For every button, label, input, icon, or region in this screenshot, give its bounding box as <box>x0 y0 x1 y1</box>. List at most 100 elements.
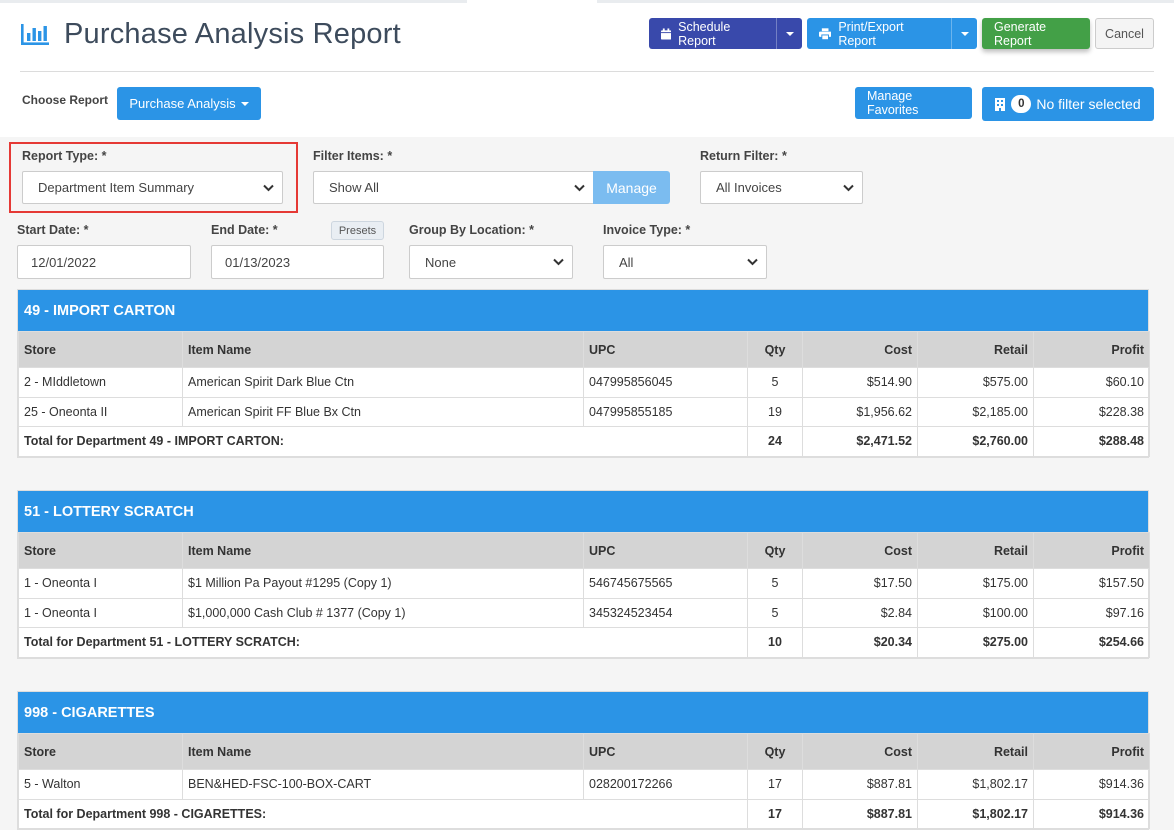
cell-cost: $514.90 <box>802 367 918 398</box>
schedule-report-split-button: Schedule Report <box>649 18 802 49</box>
report-type-select[interactable]: Department Item Summary <box>22 171 283 204</box>
end-date-label: End Date: * <box>211 223 278 237</box>
invoice-type-select[interactable]: All <box>603 245 767 279</box>
col-cost: Cost <box>802 733 918 770</box>
table-header-row: Store Item Name UPC Qty Cost Retail Prof… <box>18 532 1150 569</box>
cell-cost: $2.84 <box>802 597 918 628</box>
total-profit: $914.36 <box>1033 798 1150 829</box>
print-export-button[interactable]: Print/Export Report <box>807 18 951 49</box>
cell-cost: $1,956.62 <box>802 396 918 427</box>
chevron-down-icon <box>574 184 585 191</box>
chevron-down-icon <box>263 184 274 191</box>
total-label: Total for Department 51 - LOTTERY SCRATC… <box>18 627 748 658</box>
invoice-type-value: All <box>619 254 634 270</box>
caret-down-icon <box>960 31 969 36</box>
col-profit: Profit <box>1033 331 1150 368</box>
choose-report-dropdown[interactable]: Purchase Analysis <box>117 87 261 120</box>
bar-chart-icon <box>21 24 49 45</box>
col-upc: UPC <box>583 532 748 569</box>
cell-retail: $100.00 <box>917 597 1034 628</box>
cell-item-name: $1 Million Pa Payout #1295 (Copy 1) <box>182 568 584 599</box>
group-by-location-select[interactable]: None <box>409 245 573 279</box>
date-presets-button[interactable]: Presets <box>331 221 384 240</box>
table-total-row: Total for Department 998 - CIGARETTES: 1… <box>18 798 1150 829</box>
return-filter-label: Return Filter: * <box>700 149 787 163</box>
start-date-input[interactable]: 12/01/2022 <box>17 245 191 279</box>
total-retail: $1,802.17 <box>917 798 1034 829</box>
cell-qty: 5 <box>747 597 803 628</box>
total-label: Total for Department 49 - IMPORT CARTON: <box>18 426 748 457</box>
cell-item-name: $1,000,000 Cash Club # 1377 (Copy 1) <box>182 597 584 628</box>
total-cost: $887.81 <box>802 798 918 829</box>
end-date-input[interactable]: 01/13/2023 <box>211 245 384 279</box>
table-row: 5 - Walton BEN&HED-FSC-100-BOX-CART 0282… <box>18 769 1150 800</box>
cell-store: 1 - Oneonta I <box>18 597 183 628</box>
choose-report-label: Choose Report <box>22 93 109 107</box>
col-store: Store <box>18 532 183 569</box>
cell-profit: $228.38 <box>1033 396 1150 427</box>
page-header: Purchase Analysis Report <box>20 14 401 54</box>
department-title: 998 - CIGARETTES <box>18 692 1148 733</box>
print-export-split-button: Print/Export Report <box>807 18 977 49</box>
cell-profit: $157.50 <box>1033 568 1150 599</box>
manage-filter-items-button[interactable]: Manage <box>593 171 670 204</box>
col-qty: Qty <box>747 331 803 368</box>
cell-profit: $914.36 <box>1033 769 1150 800</box>
filter-status-button[interactable]: 0 No filter selected <box>982 87 1154 121</box>
table-row: 1 - Oneonta I $1,000,000 Cash Club # 137… <box>18 597 1150 628</box>
col-upc: UPC <box>583 331 748 368</box>
col-retail: Retail <box>917 532 1034 569</box>
total-qty: 24 <box>747 426 803 457</box>
cell-item-name: American Spirit Dark Blue Ctn <box>182 367 584 398</box>
cell-upc: 047995855185 <box>583 396 748 427</box>
generate-report-button[interactable]: Generate Report <box>982 18 1090 49</box>
total-cost: $2,471.52 <box>802 426 918 457</box>
print-export-label: Print/Export Report <box>838 19 904 48</box>
cell-cost: $887.81 <box>802 769 918 800</box>
caret-down-icon <box>785 31 794 36</box>
cancel-button[interactable]: Cancel <box>1095 18 1154 49</box>
total-retail: $2,760.00 <box>917 426 1034 457</box>
filter-items-select[interactable]: Show All <box>313 171 594 204</box>
cell-qty: 19 <box>747 396 803 427</box>
col-store: Store <box>18 331 183 368</box>
total-profit: $254.66 <box>1033 627 1150 658</box>
return-filter-select[interactable]: All Invoices <box>700 171 863 204</box>
report-type-highlight <box>9 142 298 213</box>
report-type-label: Report Type: * <box>22 149 107 163</box>
cell-upc: 047995856045 <box>583 367 748 398</box>
schedule-report-dropdown-toggle[interactable] <box>776 18 802 49</box>
cell-item-name: BEN&HED-FSC-100-BOX-CART <box>182 769 584 800</box>
filter-count-badge: 0 <box>1011 95 1032 113</box>
cell-upc: 028200172266 <box>583 769 748 800</box>
manage-favorites-button[interactable]: Manage Favorites <box>855 87 972 119</box>
col-item-name: Item Name <box>182 532 584 569</box>
col-upc: UPC <box>583 733 748 770</box>
col-qty: Qty <box>747 733 803 770</box>
col-cost: Cost <box>802 331 918 368</box>
col-retail: Retail <box>917 733 1034 770</box>
filter-items-label: Filter Items: * <box>313 149 393 163</box>
cell-profit: $60.10 <box>1033 367 1150 398</box>
col-qty: Qty <box>747 532 803 569</box>
cell-item-name: American Spirit FF Blue Bx Ctn <box>182 396 584 427</box>
start-date-label: Start Date: * <box>17 223 89 237</box>
active-tab[interactable] <box>467 0 597 3</box>
group-by-location-value: None <box>425 254 457 270</box>
total-qty: 17 <box>747 798 803 829</box>
cell-qty: 17 <box>747 769 803 800</box>
filter-items-value: Show All <box>329 180 379 195</box>
table-header-row: Store Item Name UPC Qty Cost Retail Prof… <box>18 331 1150 368</box>
return-filter-value: All Invoices <box>716 180 782 195</box>
choose-report-value: Purchase Analysis <box>129 96 236 111</box>
department-section: 51 - LOTTERY SCRATCH Store Item Name UPC… <box>17 490 1150 659</box>
col-item-name: Item Name <box>182 733 584 770</box>
cell-retail: $175.00 <box>917 568 1034 599</box>
cell-retail: $1,802.17 <box>917 769 1034 800</box>
report-type-value: Department Item Summary <box>38 180 195 195</box>
schedule-report-button[interactable]: Schedule Report <box>649 18 776 49</box>
print-export-dropdown-toggle[interactable] <box>951 18 977 49</box>
group-by-location-label: Group By Location: * <box>409 223 534 237</box>
department-section: 998 - CIGARETTES Store Item Name UPC Qty… <box>17 691 1150 830</box>
col-retail: Retail <box>917 331 1034 368</box>
